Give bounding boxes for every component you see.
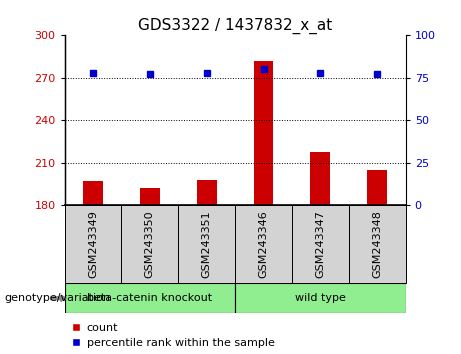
Text: GSM243350: GSM243350 bbox=[145, 210, 155, 278]
Bar bbox=[254, 61, 273, 205]
Bar bbox=[140, 188, 160, 205]
Bar bbox=[235, 283, 406, 313]
Text: GSM243351: GSM243351 bbox=[201, 210, 212, 278]
Bar bbox=[235, 205, 292, 283]
Text: beta-catenin knockout: beta-catenin knockout bbox=[87, 293, 213, 303]
Text: genotype/variation: genotype/variation bbox=[5, 293, 111, 303]
Bar bbox=[65, 283, 235, 313]
Bar bbox=[178, 205, 235, 283]
Text: GSM243347: GSM243347 bbox=[315, 210, 325, 278]
Text: GSM243348: GSM243348 bbox=[372, 210, 382, 278]
Text: GSM243349: GSM243349 bbox=[88, 210, 98, 278]
Title: GDS3322 / 1437832_x_at: GDS3322 / 1437832_x_at bbox=[138, 18, 332, 34]
Bar bbox=[65, 205, 121, 283]
Bar bbox=[197, 180, 217, 205]
Bar bbox=[292, 205, 349, 283]
Text: GSM243346: GSM243346 bbox=[259, 210, 269, 278]
Bar bbox=[310, 152, 331, 205]
Bar bbox=[367, 170, 387, 205]
Bar bbox=[349, 205, 406, 283]
Text: wild type: wild type bbox=[295, 293, 346, 303]
Legend: count, percentile rank within the sample: count, percentile rank within the sample bbox=[70, 322, 275, 348]
Bar bbox=[83, 181, 103, 205]
Bar bbox=[121, 205, 178, 283]
